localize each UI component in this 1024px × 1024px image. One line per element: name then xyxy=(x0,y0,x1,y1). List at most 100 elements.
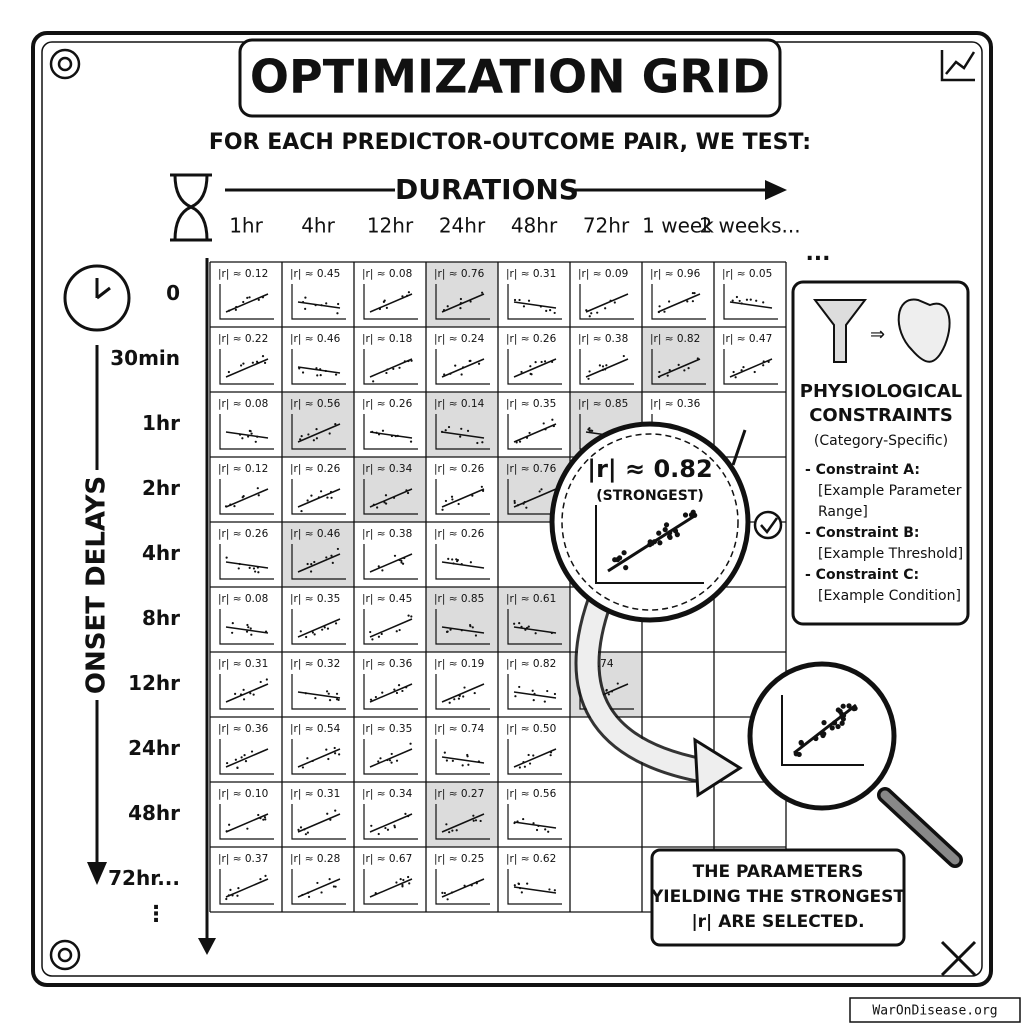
dot xyxy=(335,692,339,695)
duration-label: 2 weeks... xyxy=(699,214,800,238)
dot xyxy=(327,757,330,761)
dot xyxy=(407,875,410,879)
zoom-lens xyxy=(549,421,751,623)
dot xyxy=(383,299,386,302)
dot xyxy=(264,874,267,877)
cell-label: |r| ≈ 0.26 xyxy=(434,463,485,475)
dot xyxy=(477,760,481,763)
dot xyxy=(590,312,593,315)
dot xyxy=(237,887,240,890)
dot xyxy=(667,530,673,536)
trend-line xyxy=(225,626,269,634)
cell-shade xyxy=(426,782,498,847)
trend-line xyxy=(513,748,557,768)
dot xyxy=(553,692,557,696)
cell-label: |r| ≈ 0.36 xyxy=(362,658,413,670)
dot xyxy=(330,496,333,499)
dot xyxy=(321,628,324,631)
dot xyxy=(545,309,548,313)
mini-axes xyxy=(291,739,346,775)
constraints-title: CONSTRAINTS xyxy=(809,405,953,426)
trend-line xyxy=(585,293,629,313)
cell-label: |r| ≈ 0.08 xyxy=(218,593,268,605)
dot xyxy=(454,364,457,367)
dot xyxy=(300,509,303,513)
trend-line xyxy=(369,553,413,573)
dot xyxy=(538,490,541,493)
dot xyxy=(668,369,671,372)
dot xyxy=(256,435,259,438)
trend-line xyxy=(369,488,413,508)
dot xyxy=(304,692,307,695)
dot xyxy=(405,489,408,492)
dot xyxy=(298,367,301,370)
dot xyxy=(527,753,530,757)
dot xyxy=(516,820,519,823)
cell-label: |r| ≈ 0.08 xyxy=(218,398,268,410)
mini-axes xyxy=(363,674,418,710)
dot xyxy=(460,563,463,566)
cell-label: |r| ≈ 0.46 xyxy=(290,333,341,345)
mini-axes xyxy=(291,804,346,840)
cell-label: |r| ≈ 0.34 xyxy=(362,463,413,475)
dot xyxy=(306,499,309,502)
dot xyxy=(449,628,452,631)
mini-axes xyxy=(291,674,346,710)
cell-label: |r| ≈ 0.46 xyxy=(290,528,341,540)
check-mark xyxy=(760,517,779,535)
duration-label: 1hr xyxy=(229,214,263,238)
cell-label: |r| ≈ 0.96 xyxy=(650,268,701,280)
dot xyxy=(378,307,382,311)
dot xyxy=(445,759,448,762)
dot xyxy=(324,369,327,373)
dot xyxy=(480,485,483,488)
dot xyxy=(325,302,328,305)
dot xyxy=(753,370,756,374)
cell-label: |r| ≈ 0.36 xyxy=(218,723,269,735)
dot xyxy=(398,366,401,369)
trend-line xyxy=(657,358,701,378)
dot xyxy=(316,374,319,377)
dot xyxy=(234,308,237,311)
dot xyxy=(337,302,340,306)
dot xyxy=(406,294,409,297)
trend-line xyxy=(441,683,485,703)
dot xyxy=(385,502,388,505)
dot xyxy=(299,826,303,829)
dot xyxy=(311,759,314,763)
arrow-symbol: ⇒ xyxy=(870,324,885,345)
dot xyxy=(460,427,463,430)
dot xyxy=(377,635,381,638)
mini-axes xyxy=(435,284,490,320)
mini-axes xyxy=(435,414,490,450)
cell-label: |r| ≈ 0.26 xyxy=(290,463,341,475)
cell-label: |r| ≈ 0.76 xyxy=(434,268,485,280)
dot xyxy=(390,752,393,756)
mini-axes xyxy=(291,869,346,905)
dot xyxy=(831,720,838,726)
trend-line xyxy=(297,553,341,573)
dot xyxy=(259,680,262,684)
constraints-panel xyxy=(791,280,970,626)
dot xyxy=(472,819,475,822)
cell-label: |r| ≈ 0.76 xyxy=(506,463,557,475)
trend-line xyxy=(369,878,413,898)
dot xyxy=(516,504,519,507)
dot xyxy=(663,522,670,528)
dot xyxy=(459,307,462,310)
dot xyxy=(444,429,447,432)
dot xyxy=(395,691,399,695)
dot xyxy=(249,627,252,630)
mini-axes xyxy=(219,284,274,320)
dot xyxy=(513,821,516,825)
dot xyxy=(623,565,629,571)
mini-axes xyxy=(435,869,490,905)
dot xyxy=(395,630,398,633)
dot xyxy=(323,626,326,629)
dot xyxy=(409,440,413,443)
clock-icon xyxy=(63,264,131,332)
dot xyxy=(463,686,466,689)
mini-axes xyxy=(291,544,346,580)
cell-label: |r| ≈ 0.56 xyxy=(506,788,557,800)
dot xyxy=(390,434,394,438)
